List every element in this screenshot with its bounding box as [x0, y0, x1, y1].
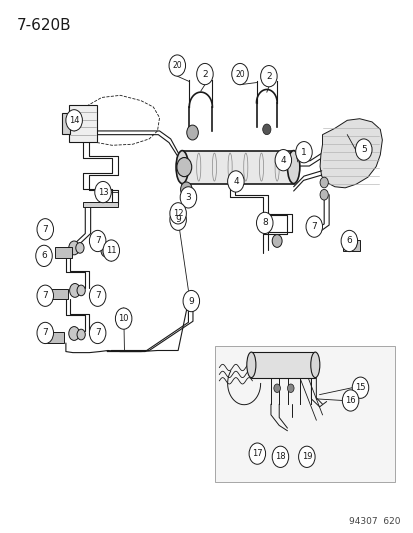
Text: 3: 3: [185, 193, 191, 202]
Circle shape: [77, 329, 85, 340]
Circle shape: [186, 125, 198, 140]
Text: 19: 19: [301, 453, 311, 462]
Circle shape: [355, 139, 371, 160]
Circle shape: [76, 243, 84, 253]
Circle shape: [36, 245, 52, 266]
Circle shape: [298, 446, 314, 467]
Circle shape: [342, 390, 358, 411]
Circle shape: [183, 290, 199, 312]
Circle shape: [95, 181, 111, 203]
Text: 11: 11: [106, 246, 116, 255]
Text: 16: 16: [344, 396, 355, 405]
Circle shape: [319, 189, 328, 200]
Circle shape: [262, 124, 270, 135]
Bar: [43, 333, 64, 343]
Bar: [342, 240, 359, 251]
Circle shape: [115, 308, 132, 329]
Circle shape: [169, 55, 185, 76]
Circle shape: [101, 244, 111, 257]
Text: 8: 8: [261, 219, 267, 228]
Polygon shape: [319, 119, 382, 188]
Text: 9: 9: [175, 215, 180, 224]
Text: 20: 20: [235, 70, 244, 78]
Circle shape: [69, 241, 79, 255]
Text: 15: 15: [354, 383, 365, 392]
Bar: [215, 346, 394, 482]
Circle shape: [37, 219, 53, 240]
Circle shape: [287, 384, 293, 392]
Text: 7: 7: [42, 328, 48, 337]
Text: 7: 7: [42, 225, 48, 234]
Bar: [69, 106, 97, 142]
Circle shape: [231, 63, 248, 85]
Circle shape: [256, 212, 272, 233]
Circle shape: [37, 285, 53, 306]
Circle shape: [180, 182, 192, 197]
Text: 5: 5: [360, 145, 366, 154]
Text: 13: 13: [97, 188, 108, 197]
Circle shape: [295, 142, 311, 163]
Circle shape: [89, 230, 106, 252]
Circle shape: [89, 322, 106, 344]
Circle shape: [260, 66, 276, 87]
Circle shape: [103, 240, 119, 261]
Text: 6: 6: [41, 252, 47, 260]
Circle shape: [271, 446, 288, 467]
Text: 7: 7: [95, 328, 100, 337]
Circle shape: [77, 285, 85, 296]
Text: 18: 18: [275, 453, 285, 462]
Circle shape: [351, 377, 368, 398]
Text: 17: 17: [252, 449, 262, 458]
Bar: [182, 151, 293, 183]
Text: 2: 2: [266, 71, 271, 80]
Circle shape: [69, 327, 79, 341]
Circle shape: [249, 443, 265, 464]
Circle shape: [196, 63, 213, 85]
Circle shape: [340, 230, 357, 252]
Bar: [49, 289, 68, 300]
Circle shape: [273, 384, 280, 392]
Text: 4: 4: [233, 177, 238, 186]
Bar: [83, 201, 118, 207]
Circle shape: [180, 187, 196, 208]
Ellipse shape: [246, 352, 255, 377]
Circle shape: [305, 216, 322, 237]
Text: 4: 4: [280, 156, 285, 165]
Circle shape: [37, 322, 53, 344]
Text: 12: 12: [173, 209, 183, 218]
Text: 14: 14: [69, 116, 79, 125]
Bar: [55, 247, 71, 258]
Circle shape: [274, 150, 291, 171]
Circle shape: [271, 235, 281, 247]
Text: 7-620B: 7-620B: [17, 18, 71, 33]
Text: 94307  620: 94307 620: [349, 517, 400, 526]
Circle shape: [176, 158, 191, 176]
Ellipse shape: [176, 151, 188, 183]
Circle shape: [319, 177, 328, 188]
Text: 6: 6: [346, 237, 351, 246]
Ellipse shape: [310, 352, 319, 377]
Text: 20: 20: [172, 61, 182, 70]
Text: 7: 7: [95, 291, 100, 300]
Circle shape: [66, 110, 82, 131]
Circle shape: [309, 223, 319, 236]
Text: 7: 7: [311, 222, 316, 231]
Text: 1: 1: [300, 148, 306, 157]
Circle shape: [227, 171, 244, 192]
Text: 9: 9: [188, 296, 194, 305]
Circle shape: [89, 285, 106, 306]
Text: 7: 7: [95, 237, 100, 246]
Text: 2: 2: [202, 70, 207, 78]
Text: 10: 10: [118, 314, 128, 323]
Circle shape: [109, 246, 117, 257]
Circle shape: [169, 203, 186, 224]
Bar: [251, 352, 315, 377]
Text: 7: 7: [42, 291, 48, 300]
Bar: [62, 114, 70, 134]
Ellipse shape: [287, 151, 299, 183]
Circle shape: [69, 284, 80, 297]
Circle shape: [169, 209, 186, 230]
